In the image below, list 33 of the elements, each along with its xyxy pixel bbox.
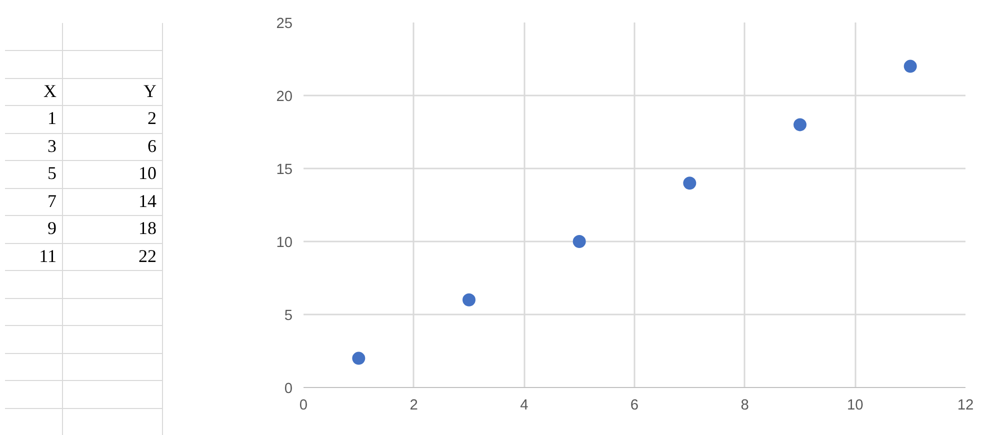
text: Y <box>62 78 162 106</box>
y-tick-label: 20 <box>276 89 293 105</box>
text: 18 <box>62 216 162 243</box>
y-tick-label: 0 <box>284 381 293 397</box>
text: X <box>5 78 62 106</box>
y-tick-label: 15 <box>276 162 293 178</box>
text: 22 <box>62 243 162 270</box>
text: 7 <box>5 188 62 216</box>
text: 11 <box>5 243 62 270</box>
point <box>683 176 696 190</box>
point <box>352 352 366 365</box>
point <box>572 235 586 248</box>
x-tick-label: 4 <box>520 398 528 414</box>
text: 1 <box>5 106 62 133</box>
x-tick-label: 10 <box>847 398 864 414</box>
y-tick-label: 25 <box>276 16 293 32</box>
x-tick-label: 6 <box>630 398 639 414</box>
text: 14 <box>62 188 162 216</box>
text: 10 <box>62 160 162 188</box>
y-tick-label: 10 <box>276 235 293 251</box>
x-tick-label: 2 <box>410 398 418 414</box>
y-tick-label: 5 <box>284 308 293 324</box>
point <box>794 118 806 132</box>
point <box>462 293 476 306</box>
x-tick-label: 0 <box>299 398 308 414</box>
text: 6 <box>62 133 162 160</box>
text: 2 <box>62 106 162 133</box>
text: 3 <box>5 133 62 160</box>
text: 9 <box>5 216 62 243</box>
x-tick-label: 8 <box>740 398 749 414</box>
x-tick-label: 12 <box>957 398 974 414</box>
text: 5 <box>5 160 62 188</box>
point <box>904 60 917 73</box>
